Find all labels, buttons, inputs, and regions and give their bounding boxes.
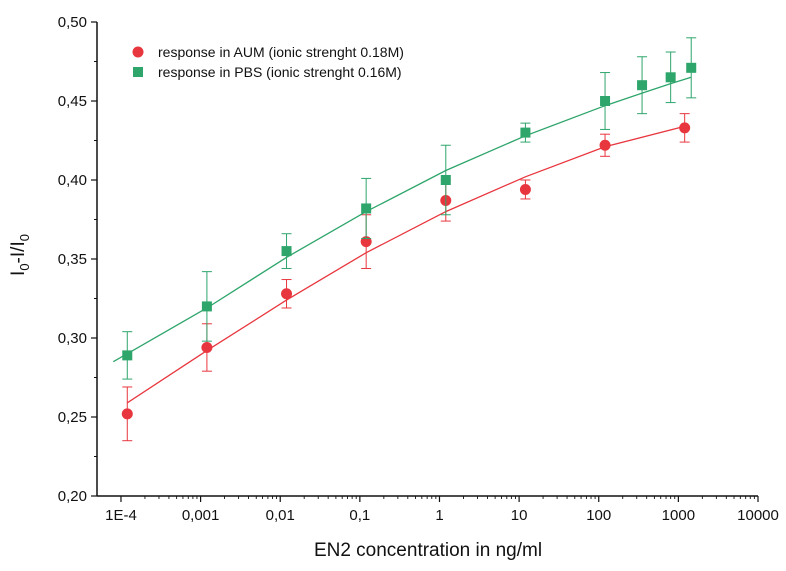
- legend-label: response in AUM (ionic strenght 0.18M): [158, 44, 404, 60]
- data-point: [281, 246, 292, 257]
- y-tick-label: 0,30: [58, 330, 87, 347]
- series-layer: [112, 37, 697, 442]
- y-axis-title-mid: -I/I: [8, 241, 29, 263]
- y-axis-title-base: I: [8, 271, 29, 276]
- data-point: [122, 350, 133, 361]
- legend-label: response in PBS (ionic strenght 0.16M): [158, 64, 402, 80]
- data-point: [121, 408, 133, 420]
- legend-marker: [133, 67, 143, 77]
- y-tick-label: 0,40: [58, 172, 87, 189]
- y-tick-label: 0,25: [58, 409, 87, 426]
- x-tick-label: 0,01: [266, 507, 295, 524]
- y-axis-title: I0-I/I0: [8, 234, 32, 276]
- y-tick-label: 0,45: [58, 93, 87, 110]
- x-tick-label: 0,001: [182, 507, 220, 524]
- data-point: [665, 72, 676, 83]
- data-point: [599, 139, 611, 151]
- x-tick-label: 1000: [662, 507, 695, 524]
- y-tick-label: 0,35: [58, 251, 87, 268]
- x-tick-label: 0,1: [349, 507, 370, 524]
- data-point: [600, 96, 611, 106]
- data-point: [519, 183, 531, 195]
- data-point: [637, 80, 648, 91]
- x-axis: 1E-4 0,001 0,01 0,1 1 10 100 1000 10000: [105, 496, 779, 524]
- series-2: [112, 37, 697, 380]
- data-point: [201, 341, 213, 353]
- y-axis: 0,20 0,25 0,30 0,35 0,40 0,45 0,50: [58, 14, 97, 505]
- data-point: [201, 301, 212, 312]
- data-point: [686, 62, 697, 73]
- x-tick-label: 10: [511, 507, 528, 524]
- fit-curve: [112, 76, 692, 363]
- x-tick-label: 10000: [737, 507, 779, 524]
- data-point: [361, 203, 372, 214]
- y-axis-title-sub1: 0: [17, 263, 32, 270]
- x-tick-label: 1: [435, 507, 443, 524]
- data-point: [679, 122, 691, 134]
- x-tick-label: 100: [586, 507, 611, 524]
- legend-marker: [132, 46, 144, 58]
- data-point: [440, 175, 451, 185]
- x-axis-title: EN2 concentration in ng/ml: [314, 540, 542, 561]
- legend: response in AUM (ionic strenght 0.18M) re…: [132, 44, 404, 80]
- fit-curve: [126, 125, 685, 404]
- data-point: [520, 127, 531, 138]
- plot-frame: [96, 22, 758, 497]
- y-axis-title-sub2: 0: [17, 234, 32, 241]
- y-tick-label: 0,50: [58, 14, 87, 31]
- data-point: [281, 288, 293, 300]
- x-tick-label: 1E-4: [105, 507, 137, 524]
- y-tick-label: 0,20: [58, 488, 87, 505]
